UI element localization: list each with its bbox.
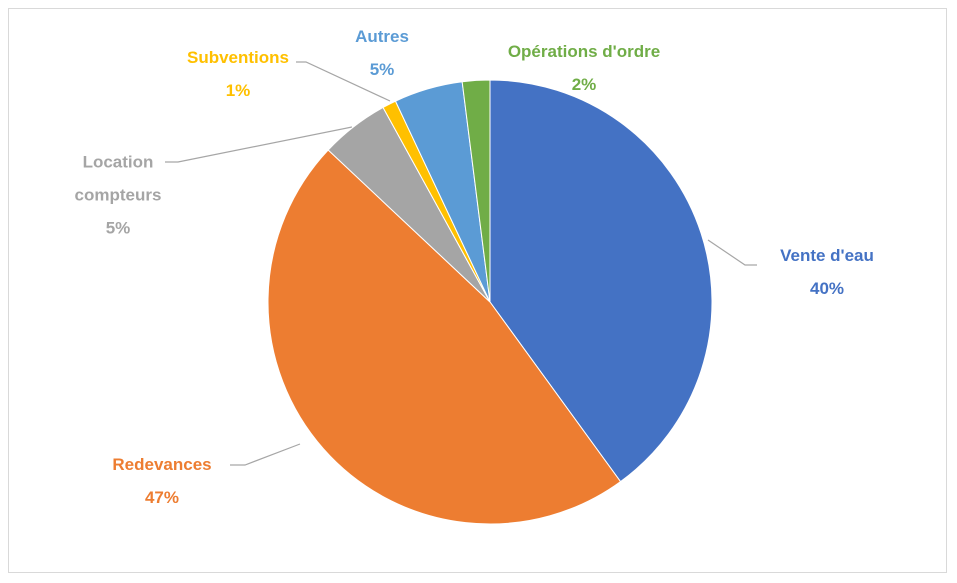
value-label: 40% [809,279,845,298]
pie-slice [461,79,491,303]
data-label: Redevances 47% [112,448,211,514]
category-label: Subventions [186,48,290,67]
value-label: 2% [571,75,597,94]
leader-line [165,126,353,163]
data-label: Autres 5% [355,20,409,86]
pie-slice [489,79,713,483]
value-label: 5% [369,60,395,79]
category-label: Vente d'eau [780,246,874,265]
data-label: Location compteurs 5% [63,146,173,245]
value-label: 47% [144,488,180,507]
category-label: Location compteurs [74,152,162,205]
leader-line [230,443,301,466]
category-label: Autres [355,27,409,46]
category-label: Redevances [112,455,212,474]
leader-line [707,239,757,266]
data-label: Vente d'eau 40% [780,239,874,305]
chart-frame [8,8,947,573]
data-label: Opérations d'ordre 2% [508,35,660,101]
value-label: 5% [105,218,131,238]
leader-lines [165,61,757,466]
pie-slice [267,149,622,525]
category-label: Opérations d'ordre [507,42,661,61]
data-label: Subventions 1% [187,41,289,107]
leader-line [296,61,391,102]
value-label: 1% [225,81,251,100]
